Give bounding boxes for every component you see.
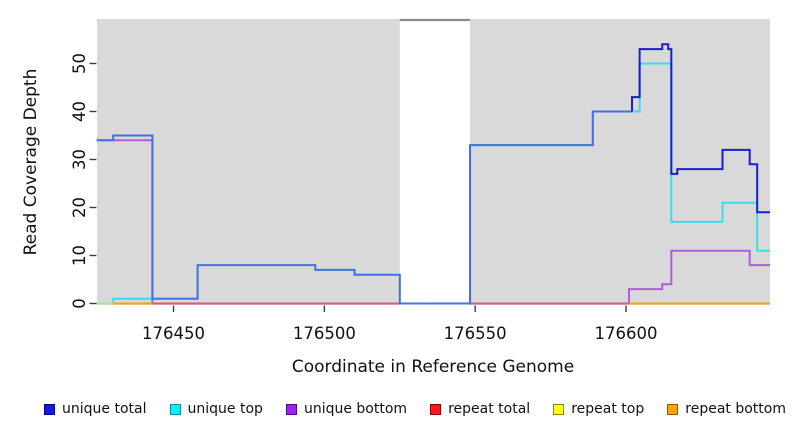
legend-label-repeat-top: repeat top [571, 401, 645, 417]
legend-item-repeat-top: repeat top [553, 401, 644, 417]
y-tick-label: 30 [70, 149, 89, 170]
legend-swatch-repeat-top [553, 403, 565, 415]
legend-swatch-unique-total [44, 403, 55, 415]
x-tick-label: 176500 [293, 324, 356, 343]
series-unique-total [96, 110, 632, 305]
legend-item-repeat-bottom: repeat bottom [667, 401, 786, 417]
legend-item-repeat-total: repeat total [430, 401, 530, 417]
y-tick-label: 20 [70, 197, 89, 218]
legend: unique total unique top unique bottom repea… [44, 399, 786, 419]
x-tick-label: 176550 [444, 324, 507, 343]
y-tick-label: 40 [70, 101, 89, 122]
legend-swatch-repeat-total [430, 403, 442, 415]
no-coverage-gap [399, 19, 471, 305]
legend-label-repeat-bottom: repeat bottom [685, 401, 786, 417]
legend-label-repeat-total: repeat total [448, 401, 531, 417]
legend-item-unique-top: unique top [169, 401, 263, 417]
x-tick-label: 176600 [595, 324, 658, 343]
y-axis-title: Read Coverage Depth [21, 69, 41, 256]
legend-item-unique-bottom: unique bottom [285, 401, 408, 417]
x-tick-label: 176450 [142, 324, 205, 343]
legend-label-unique-top: unique top [187, 401, 263, 417]
x-axis-title: Coordinate in Reference Genome [292, 357, 574, 377]
legend-swatch-unique-top [169, 403, 181, 415]
y-tick-label: 50 [70, 53, 89, 74]
legend-label-unique-bottom: unique bottom [303, 401, 408, 417]
legend-item-unique-total: unique total [44, 401, 146, 417]
legend-label-unique-total: unique total [62, 401, 147, 417]
y-tick-label: 10 [70, 245, 89, 266]
legend-swatch-repeat-bottom [667, 403, 679, 415]
y-tick-label: 0 [70, 298, 89, 309]
legend-swatch-unique-bottom [285, 403, 297, 415]
series-unique-total [631, 43, 770, 214]
